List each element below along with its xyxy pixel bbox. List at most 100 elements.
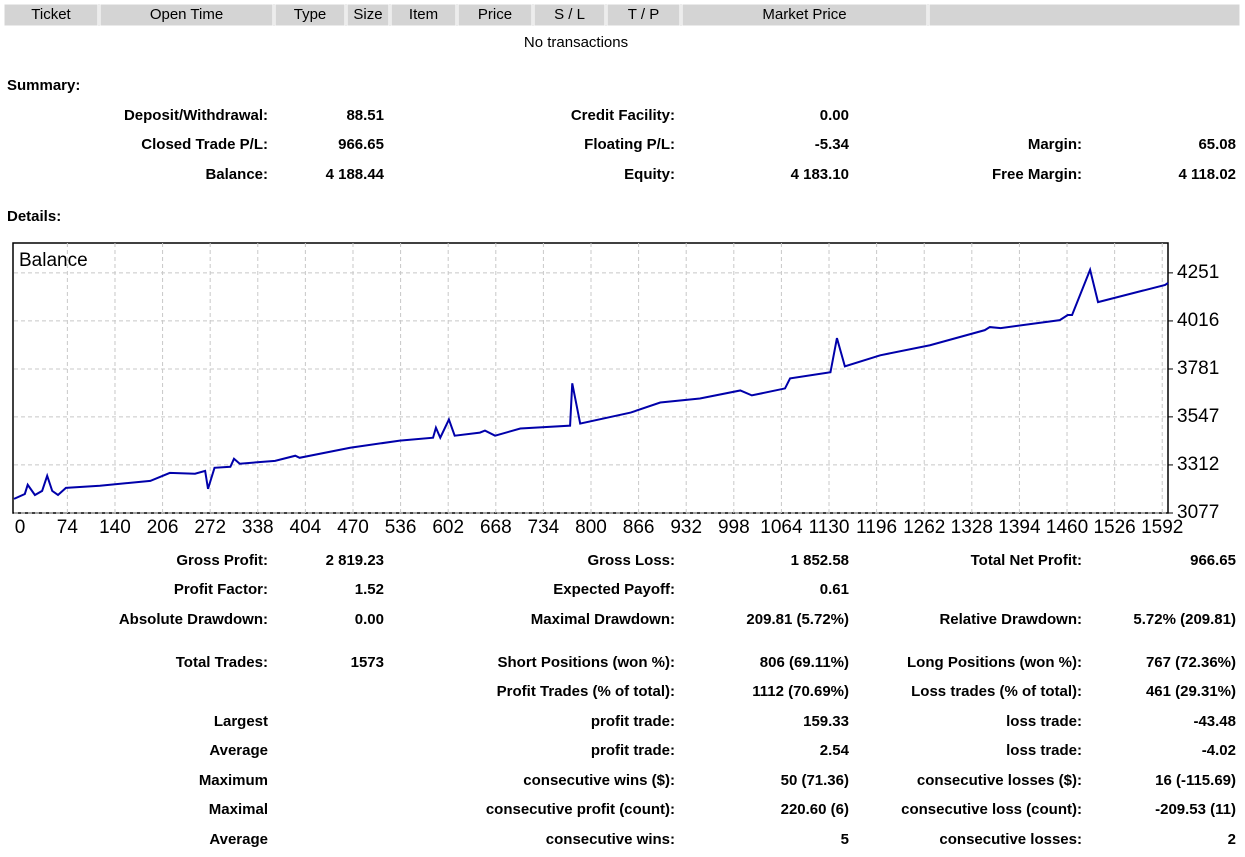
value: 50 (71.36) bbox=[781, 772, 849, 789]
header-blank-cell bbox=[928, 3, 1241, 27]
label: profit trade: bbox=[591, 742, 675, 759]
header-cell bbox=[3, 3, 99, 27]
label: Gross Profit: bbox=[176, 552, 268, 569]
y-tick-label: 3781 bbox=[1177, 358, 1219, 379]
label: Equity: bbox=[624, 166, 675, 183]
value: 1112 (70.69%) bbox=[752, 683, 849, 700]
x-tick-label: 1262 bbox=[903, 517, 945, 538]
x-tick-label: 998 bbox=[718, 517, 750, 538]
x-tick-label: 1592 bbox=[1141, 517, 1183, 538]
value: -5.34 bbox=[815, 136, 850, 153]
x-tick-label: 734 bbox=[528, 517, 560, 538]
label: Short Positions (won %): bbox=[498, 654, 676, 671]
label: Balance: bbox=[205, 166, 268, 183]
header-label: Ticket bbox=[31, 6, 71, 23]
header-cell bbox=[346, 3, 390, 27]
value: 4 118.02 bbox=[1178, 166, 1236, 183]
y-tick-label: 3312 bbox=[1177, 454, 1219, 475]
header-label: S / L bbox=[554, 6, 585, 23]
label: Maximum bbox=[199, 772, 268, 789]
value: 1 852.58 bbox=[791, 552, 849, 569]
y-tick-label: 4016 bbox=[1177, 310, 1219, 331]
label: Credit Facility: bbox=[571, 107, 675, 124]
label: consecutive wins ($): bbox=[523, 772, 675, 789]
y-tick-label: 3077 bbox=[1177, 502, 1219, 523]
label: Average bbox=[209, 742, 268, 759]
x-tick-label: 0 bbox=[15, 517, 26, 538]
empty-message: No transactions bbox=[524, 34, 628, 51]
label: consecutive profit (count): bbox=[486, 801, 675, 818]
header-cell bbox=[681, 3, 928, 27]
label: consecutive wins: bbox=[546, 831, 675, 848]
label: Closed Trade P/L: bbox=[141, 136, 268, 153]
label: consecutive losses ($): bbox=[917, 772, 1082, 789]
label: Profit Factor: bbox=[174, 581, 268, 598]
value: 209.81 (5.72%) bbox=[746, 611, 849, 628]
label: Maximal Drawdown: bbox=[531, 611, 675, 628]
header-cell bbox=[390, 3, 457, 27]
x-tick-label: 140 bbox=[99, 517, 131, 538]
value: 5 bbox=[841, 831, 849, 848]
x-tick-label: 338 bbox=[242, 517, 274, 538]
x-tick-label: 602 bbox=[432, 517, 464, 538]
label: Total Net Profit: bbox=[971, 552, 1082, 569]
x-tick-label: 1196 bbox=[856, 517, 897, 538]
label: loss trade: bbox=[1006, 742, 1082, 759]
label: profit trade: bbox=[591, 713, 675, 730]
balance-line bbox=[13, 266, 1169, 500]
x-tick-label: 536 bbox=[385, 517, 417, 538]
value: 767 (72.36%) bbox=[1146, 654, 1236, 671]
value: 806 (69.11%) bbox=[760, 654, 849, 671]
x-tick-label: 206 bbox=[147, 517, 179, 538]
label: Profit Trades (% of total): bbox=[497, 683, 675, 700]
y-tick-label: 3547 bbox=[1177, 406, 1219, 427]
header-label: Open Time bbox=[150, 6, 223, 23]
header-label: Type bbox=[294, 6, 327, 23]
x-tick-label: 74 bbox=[57, 517, 79, 538]
value: 2.54 bbox=[820, 742, 850, 759]
x-tick-label: 470 bbox=[337, 517, 369, 538]
value: 1.52 bbox=[355, 581, 384, 598]
header-label: T / P bbox=[628, 6, 659, 23]
value: 159.33 bbox=[803, 713, 849, 730]
label: Maximal bbox=[209, 801, 268, 818]
label: Relative Drawdown: bbox=[939, 611, 1082, 628]
value: -209.53 (11) bbox=[1155, 801, 1236, 818]
x-tick-label: 800 bbox=[575, 517, 607, 538]
x-tick-label: 1130 bbox=[809, 517, 850, 538]
value: 1573 bbox=[351, 654, 384, 671]
header-label: Price bbox=[478, 6, 512, 23]
x-tick-label: 1394 bbox=[998, 517, 1041, 538]
label: Floating P/L: bbox=[584, 136, 675, 153]
label: Total Trades: bbox=[176, 654, 268, 671]
value: 16 (-115.69) bbox=[1155, 772, 1236, 789]
x-tick-label: 272 bbox=[194, 517, 226, 538]
label: consecutive losses: bbox=[939, 831, 1082, 848]
value: 461 (29.31%) bbox=[1146, 683, 1236, 700]
details-title: Details: bbox=[7, 208, 61, 225]
label: Deposit/Withdrawal: bbox=[124, 107, 268, 124]
header-label: Size bbox=[353, 6, 382, 23]
value: 0.00 bbox=[820, 107, 849, 124]
value: 5.72% (209.81) bbox=[1133, 611, 1236, 628]
x-tick-label: 1526 bbox=[1093, 517, 1135, 538]
header-cell bbox=[274, 3, 346, 27]
label: Expected Payoff: bbox=[553, 581, 675, 598]
value: 2 819.23 bbox=[326, 552, 384, 569]
value: 2 bbox=[1228, 831, 1236, 848]
header-label: Item bbox=[409, 6, 438, 23]
value: 220.60 (6) bbox=[781, 801, 849, 818]
legend-label: Balance bbox=[19, 250, 88, 271]
value: 0.00 bbox=[355, 611, 384, 628]
label: Long Positions (won %): bbox=[907, 654, 1082, 671]
label: Gross Loss: bbox=[587, 552, 675, 569]
x-tick-label: 1328 bbox=[951, 517, 993, 538]
label: consecutive loss (count): bbox=[901, 801, 1082, 818]
summary-title: Summary: bbox=[7, 77, 80, 94]
label: Largest bbox=[214, 713, 268, 730]
x-tick-label: 1460 bbox=[1046, 517, 1088, 538]
header-cell bbox=[606, 3, 681, 27]
y-tick-label: 4251 bbox=[1177, 262, 1219, 283]
value: 0.61 bbox=[820, 581, 849, 598]
